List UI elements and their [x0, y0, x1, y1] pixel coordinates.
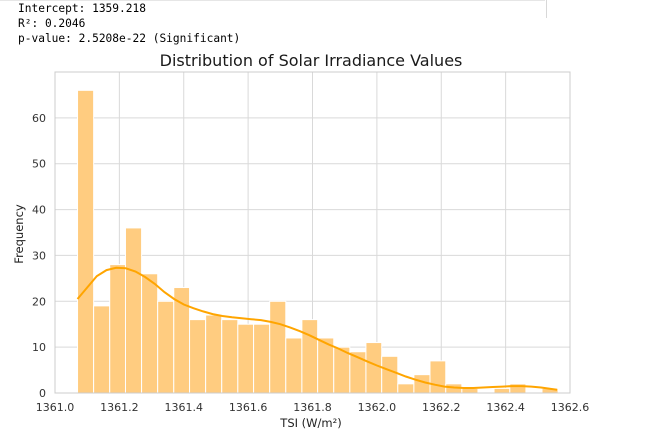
- scrollbar-edge[interactable]: [546, 0, 547, 18]
- x-tick-label: 1362.6: [551, 401, 590, 414]
- x-tick-label: 1362.2: [422, 401, 461, 414]
- histogram-bar: [461, 387, 479, 394]
- histogram-bar: [93, 305, 111, 394]
- histogram-bar: [269, 300, 287, 394]
- kde-curve: [76, 266, 558, 391]
- y-tick-label: 40: [32, 204, 46, 217]
- y-tick-label: 50: [32, 158, 46, 171]
- y-tick-label: 10: [32, 341, 46, 354]
- histogram-bar: [493, 387, 511, 394]
- x-ticks: 1361.0 1361.2 1361.4 1361.6 1361.8 1362.0 1362…: [36, 401, 590, 414]
- bars: [77, 89, 559, 394]
- x-tick-label: 1361.2: [100, 401, 139, 414]
- pvalue-line: p-value: 2.5208e-22 (Significant): [18, 32, 241, 46]
- histogram-bar: [77, 89, 95, 394]
- y-tick-label: 60: [32, 112, 46, 125]
- histogram-bar: [381, 355, 399, 394]
- histogram-bar: [429, 360, 447, 394]
- x-tick-label: 1361.4: [165, 401, 204, 414]
- histogram-bar: [301, 319, 319, 394]
- histogram-bar: [141, 273, 159, 394]
- y-tick-label: 0: [39, 387, 46, 400]
- y-tick-label: 20: [32, 295, 46, 308]
- histogram-bar: [397, 383, 415, 394]
- histogram-bar: [365, 342, 383, 394]
- histogram-bar: [253, 323, 271, 394]
- y-ticks: 0 10 20 30 40 50 60: [32, 112, 46, 400]
- x-axis-label: TSI (W/m²): [279, 416, 341, 430]
- histogram-bar: [221, 319, 239, 394]
- histogram-bar: [109, 264, 126, 394]
- histogram-bar: [124, 227, 143, 394]
- intercept-line: Intercept: 1359.218: [18, 2, 146, 15]
- histogram-bar: [333, 346, 351, 394]
- histogram-bar: [237, 323, 255, 394]
- x-tick-label: 1362.4: [486, 401, 525, 414]
- histogram-bar: [157, 300, 175, 394]
- y-axis-label: Frequency: [12, 204, 26, 264]
- regression-output: Intercept: 1359.218 R²: 0.2046 p-value: …: [18, 1, 240, 47]
- histogram-bar: [205, 314, 223, 394]
- y-tick-label: 30: [32, 249, 46, 262]
- r2-line: R²: 0.2046: [18, 17, 86, 31]
- histogram-bar: [189, 319, 207, 394]
- x-tick-label: 1361.0: [36, 401, 75, 414]
- x-tick-label: 1361.8: [293, 401, 332, 414]
- histogram-bar: [285, 337, 303, 394]
- cell-top-border: [0, 0, 545, 1]
- x-tick-label: 1362.0: [358, 401, 397, 414]
- plot-frame: [54, 71, 571, 394]
- chart-title: Distribution of Solar Irradiance Values: [160, 51, 463, 70]
- x-tick-label: 1361.6: [229, 401, 268, 414]
